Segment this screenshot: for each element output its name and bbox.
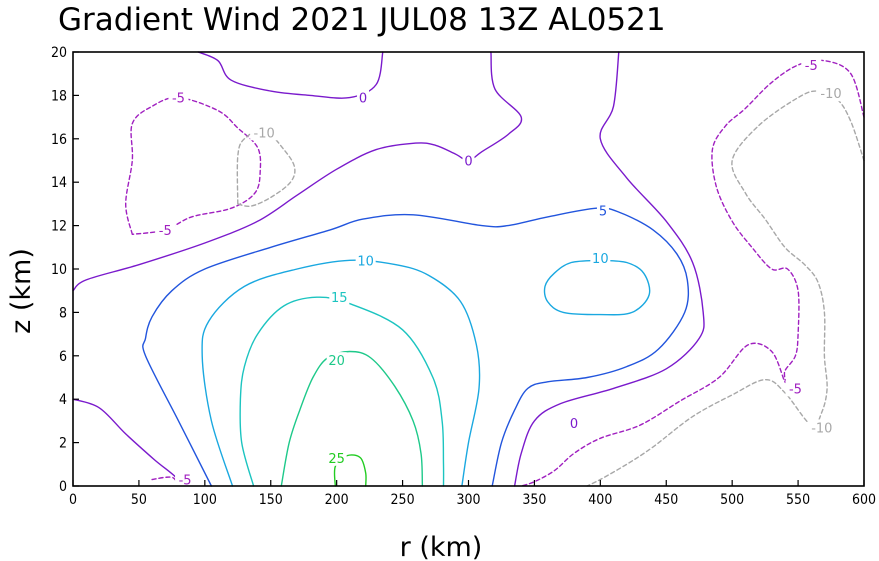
contour-label: -5 <box>179 473 192 488</box>
contour-line-neg10 <box>586 90 865 487</box>
contour-line-0 <box>72 398 180 487</box>
x-tick-label: 200 <box>325 492 349 508</box>
contour-label: 0 <box>464 155 472 170</box>
contour-label: -5 <box>789 382 802 397</box>
y-tick-label: 14 <box>51 175 67 191</box>
x-tick-label: 250 <box>391 492 415 508</box>
y-tick-label: 18 <box>51 88 67 104</box>
x-tick-label: 50 <box>131 492 147 508</box>
x-tick-label: 600 <box>852 492 876 508</box>
y-tick-label: 16 <box>51 132 67 148</box>
x-tick-label: 450 <box>654 492 678 508</box>
contour-label: -10 <box>254 126 275 141</box>
contour-label-bg <box>168 89 189 106</box>
y-tick-label: 4 <box>59 392 67 408</box>
y-tick-label: 10 <box>51 262 67 278</box>
x-axis-ticks: 0 50 100 150 200 250 300 350 400 450 500 550 600 <box>69 480 876 508</box>
contour-line-0 <box>197 51 384 99</box>
contour-label-bg <box>567 415 580 432</box>
contour-label: -10 <box>811 421 832 436</box>
contour-line-0 <box>513 51 705 487</box>
x-tick-label: 0 <box>69 492 77 508</box>
x-tick-label: 350 <box>522 492 546 508</box>
contour-line-neg5 <box>520 59 865 487</box>
y-tick-label: 20 <box>51 45 67 61</box>
contour-label: 10 <box>357 254 374 269</box>
contour-label: 0 <box>570 417 578 432</box>
contour-line-neg10 <box>236 129 296 208</box>
contour-label-bg <box>590 250 611 267</box>
contour-lines <box>72 51 865 487</box>
x-tick-label: 300 <box>456 492 480 508</box>
y-tick-label: 8 <box>59 305 67 321</box>
contour-label: 5 <box>599 204 607 219</box>
contour-line-15 <box>239 296 445 487</box>
contour-label-bg <box>329 289 350 306</box>
y-axis-label: z (km) <box>6 248 37 334</box>
y-tick-label: 6 <box>59 349 67 365</box>
contour-label: -10 <box>820 87 841 102</box>
y-tick-label: 0 <box>59 479 67 495</box>
contour-label: -5 <box>805 59 818 74</box>
contour-label-bg <box>155 221 176 238</box>
contour-label-bg <box>357 89 370 106</box>
contour-label: -5 <box>159 224 172 239</box>
contour-label-bg <box>250 124 279 141</box>
contour-label-bg <box>355 252 376 269</box>
x-tick-label: 150 <box>259 492 283 508</box>
contour-line-neg5 <box>125 96 262 235</box>
contour-line-0 <box>72 51 523 292</box>
contour-label-bg <box>785 380 806 397</box>
y-axis-ticks: 0 2 4 6 8 10 12 14 16 18 20 <box>51 45 79 495</box>
contour-label-bg <box>175 471 196 488</box>
contour-line-5 <box>142 207 690 487</box>
x-tick-label: 400 <box>588 492 612 508</box>
contour-label-bg <box>326 449 347 466</box>
contour-label-bg <box>801 57 822 74</box>
x-tick-label: 550 <box>786 492 810 508</box>
y-tick-label: 12 <box>51 219 67 235</box>
contour-label-bg <box>817 85 846 102</box>
contour-label: -5 <box>172 92 185 107</box>
contour-label-bg <box>807 419 836 436</box>
contour-label-bg <box>326 352 347 369</box>
x-axis-label: r (km) <box>400 532 483 561</box>
contour-line-25 <box>333 454 367 487</box>
x-tick-label: 500 <box>720 492 744 508</box>
contour-label-bg <box>462 152 475 169</box>
contour-label: 15 <box>331 291 348 306</box>
contour-line-20 <box>280 350 424 487</box>
contour-label: 20 <box>328 354 345 369</box>
chart-title: Gradient Wind 2021 JUL08 13Z AL0521 <box>58 2 666 38</box>
contour-label: 0 <box>359 92 367 107</box>
contour-line-neg5 <box>151 476 180 487</box>
contour-line-10 <box>543 259 651 316</box>
contour-label-bg <box>596 202 609 219</box>
plot-frame <box>72 51 865 487</box>
contour-label: 25 <box>328 452 345 467</box>
x-tick-label: 100 <box>193 492 217 508</box>
y-tick-label: 2 <box>59 436 67 452</box>
contour-label: 10 <box>592 252 609 267</box>
